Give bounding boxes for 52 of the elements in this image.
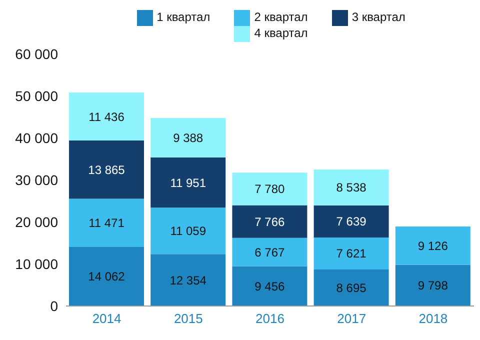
- y-tick-label: 20 000: [15, 214, 58, 230]
- bar: [69, 246, 144, 306]
- bar: [232, 205, 308, 238]
- bar: [232, 238, 308, 266]
- data-label: 9 798: [418, 278, 448, 293]
- y-tick-label: 40 000: [15, 130, 58, 146]
- data-label: 7 639: [336, 214, 367, 229]
- bar: [232, 172, 308, 206]
- data-label: 9 388: [173, 131, 204, 146]
- bar: [232, 266, 308, 306]
- data-label: 11 471: [88, 216, 125, 230]
- bar: [69, 140, 144, 199]
- y-tick-label: 0: [50, 298, 58, 314]
- legend-label: 3 квартал: [352, 10, 406, 24]
- bar: [314, 237, 389, 270]
- data-label: 12 354: [170, 273, 207, 288]
- x-tick-label: 2017: [337, 311, 366, 326]
- bar: [150, 208, 226, 254]
- data-label: 11 059: [170, 224, 206, 238]
- bar: [314, 170, 389, 206]
- bar: [150, 254, 226, 306]
- x-tick-label: 2015: [174, 311, 203, 326]
- legend-label: 1 квартал: [156, 10, 210, 24]
- data-label: 9 456: [254, 279, 286, 294]
- data-label: 11 436: [88, 110, 125, 124]
- bar: [69, 198, 144, 247]
- x-tick-label: 2014: [92, 311, 122, 326]
- y-tick-label: 50 000: [15, 88, 58, 104]
- bar: [69, 92, 144, 141]
- bar: [314, 205, 389, 238]
- bar: [150, 118, 226, 158]
- data-label: 7 621: [336, 246, 367, 261]
- data-label: 14 062: [88, 270, 126, 284]
- data-label: 13 865: [88, 162, 126, 177]
- data-label: 9 126: [418, 238, 448, 253]
- bar: [150, 157, 226, 208]
- bar: [314, 269, 389, 306]
- data-label: 7 780: [254, 182, 286, 196]
- x-tick-label: 2018: [418, 311, 448, 326]
- bar: [395, 264, 470, 306]
- data-label: 8 538: [336, 180, 367, 195]
- bar: [395, 226, 470, 265]
- legend-label: 2 квартал: [254, 10, 308, 24]
- data-label: 11 951: [170, 176, 206, 190]
- y-tick-label: 10 000: [15, 256, 58, 272]
- x-tick-label: 2016: [256, 311, 284, 326]
- legend-label: 4 квартал: [254, 26, 308, 40]
- data-label: 7 766: [254, 214, 286, 229]
- data-label: 6 767: [254, 245, 286, 260]
- data-label: 8 695: [336, 281, 367, 295]
- y-tick-label: 60 000: [15, 46, 58, 62]
- y-tick-label: 30 000: [15, 172, 58, 188]
